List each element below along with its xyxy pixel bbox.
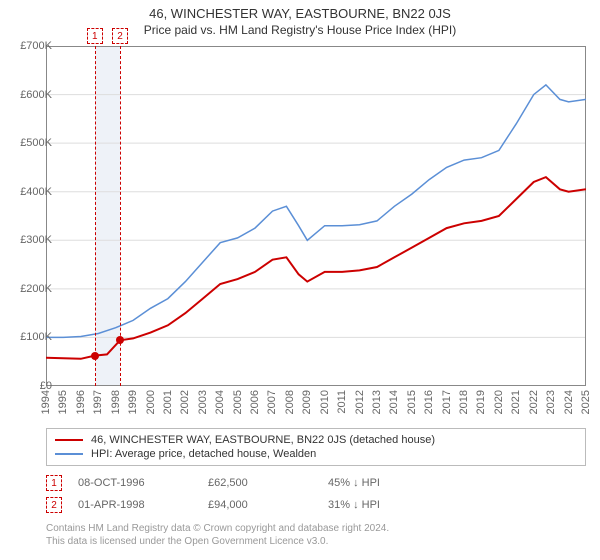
tx-marker-icon: 1 [46, 475, 62, 491]
x-tick-label: 1998 [110, 390, 122, 414]
x-tick-label: 2002 [179, 390, 191, 414]
chart-svg [46, 46, 586, 386]
legend-swatch [55, 453, 83, 455]
x-tick-label: 2003 [197, 390, 209, 414]
tx-price: £62,500 [208, 477, 328, 489]
x-tick-label: 2024 [563, 390, 575, 414]
x-tick-label: 2013 [371, 390, 383, 414]
x-tick-label: 2006 [249, 390, 261, 414]
footer-line-1: Contains HM Land Registry data © Crown c… [46, 522, 389, 535]
y-tick-label: £200K [20, 283, 52, 295]
price-dot-2 [116, 336, 124, 344]
x-tick-label: 2021 [510, 390, 522, 414]
x-tick-label: 2010 [319, 390, 331, 414]
x-tick-label: 2018 [458, 390, 470, 414]
x-tick-label: 2019 [475, 390, 487, 414]
x-tick-label: 2005 [232, 390, 244, 414]
tx-delta: 31% ↓ HPI [328, 499, 448, 511]
x-tick-label: 2020 [493, 390, 505, 414]
y-tick-label: £400K [20, 186, 52, 198]
x-tick-label: 2025 [580, 390, 592, 414]
x-tick-label: 2000 [145, 390, 157, 414]
x-tick-label: 1997 [92, 390, 104, 414]
footer-attribution: Contains HM Land Registry data © Crown c… [46, 522, 389, 548]
y-tick-label: £500K [20, 137, 52, 149]
x-tick-label: 1999 [127, 390, 139, 414]
x-tick-label: 2023 [545, 390, 557, 414]
tx-vline-1 [95, 46, 96, 386]
x-tick-label: 2007 [266, 390, 278, 414]
x-tick-label: 2014 [388, 390, 400, 414]
y-tick-label: £700K [20, 40, 52, 52]
tx-marker-top-2: 2 [112, 28, 128, 44]
x-tick-label: 2015 [406, 390, 418, 414]
x-tick-label: 2022 [528, 390, 540, 414]
x-tick-label: 2004 [214, 390, 226, 414]
x-tick-label: 1995 [57, 390, 69, 414]
x-tick-label: 1994 [40, 390, 52, 414]
legend-label: 46, WINCHESTER WAY, EASTBOURNE, BN22 0JS… [91, 434, 435, 446]
price-dot-1 [91, 352, 99, 360]
tx-delta: 45% ↓ HPI [328, 477, 448, 489]
x-tick-label: 2017 [441, 390, 453, 414]
x-tick-label: 2001 [162, 390, 174, 414]
legend: 46, WINCHESTER WAY, EASTBOURNE, BN22 0JS… [46, 428, 586, 466]
chart-container: 46, WINCHESTER WAY, EASTBOURNE, BN22 0JS… [0, 0, 600, 560]
x-tick-label: 2009 [301, 390, 313, 414]
footer-line-2: This data is licensed under the Open Gov… [46, 535, 389, 548]
legend-item: HPI: Average price, detached house, Weal… [55, 447, 577, 461]
tx-price: £94,000 [208, 499, 328, 511]
tx-row: 2 01-APR-1998£94,00031% ↓ HPI [46, 494, 448, 516]
y-tick-label: £300K [20, 234, 52, 246]
tx-date: 01-APR-1998 [78, 499, 208, 511]
x-tick-label: 2016 [423, 390, 435, 414]
legend-swatch [55, 439, 83, 441]
tx-row: 1 08-OCT-1996£62,50045% ↓ HPI [46, 472, 448, 494]
x-tick-label: 2012 [354, 390, 366, 414]
legend-item: 46, WINCHESTER WAY, EASTBOURNE, BN22 0JS… [55, 433, 577, 447]
y-tick-label: £600K [20, 89, 52, 101]
transaction-table: 1 08-OCT-1996£62,50045% ↓ HPI 2 01-APR-1998… [46, 472, 448, 516]
x-tick-label: 2008 [284, 390, 296, 414]
tx-marker-icon: 2 [46, 497, 62, 513]
tx-date: 08-OCT-1996 [78, 477, 208, 489]
y-tick-label: £100K [20, 331, 52, 343]
x-tick-label: 2011 [336, 390, 348, 414]
chart-plot-area: 12 [46, 46, 586, 386]
x-tick-label: 1996 [75, 390, 87, 414]
tx-marker-top-1: 1 [87, 28, 103, 44]
tx-vline-2 [120, 46, 121, 386]
series-property [46, 177, 586, 359]
chart-title: 46, WINCHESTER WAY, EASTBOURNE, BN22 0JS [0, 0, 600, 21]
legend-label: HPI: Average price, detached house, Weal… [91, 448, 316, 460]
